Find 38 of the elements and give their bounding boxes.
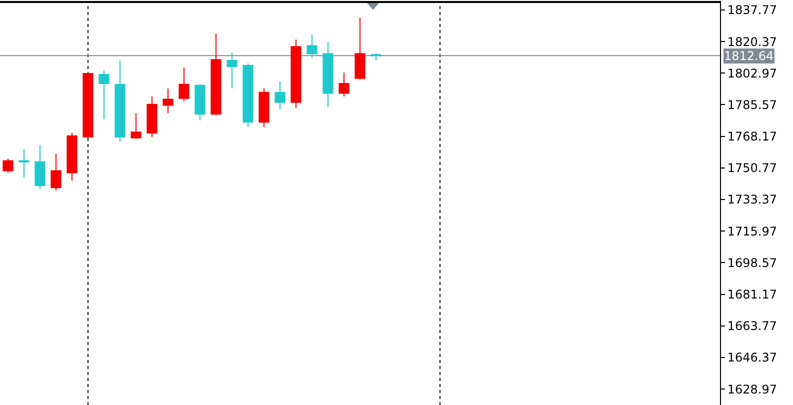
y-tick-label: 1820.37 — [727, 34, 778, 49]
candlestick — [66, 132, 78, 182]
candlestick — [2, 158, 14, 174]
y-tick-label: 1768.17 — [727, 130, 778, 144]
y-tick-label: 1646.37 — [727, 350, 778, 365]
candlestick — [82, 72, 94, 138]
y-tick-label: 1715.97 — [727, 224, 778, 238]
candlestick — [370, 53, 382, 62]
candlestick — [50, 153, 62, 192]
y-tick-label: 1733.37 — [727, 192, 778, 207]
ref-line-label: 1812.64 — [724, 49, 774, 63]
candlestick — [114, 60, 126, 142]
candlestick — [34, 144, 46, 190]
candlestick — [18, 148, 30, 178]
candlestick — [194, 84, 206, 121]
candlestick — [322, 41, 334, 108]
candlestick — [274, 80, 286, 110]
candlestick — [338, 72, 350, 97]
y-tick-label: 1802.97 — [727, 66, 778, 80]
candlestick — [242, 62, 254, 128]
y-tick-label: 1698.57 — [727, 256, 778, 270]
candlestick — [306, 34, 318, 58]
y-tick-label: 1663.77 — [727, 319, 778, 334]
candlestick — [162, 88, 174, 114]
y-tick-label: 1628.97 — [727, 382, 778, 396]
candlestick — [290, 39, 302, 109]
candlestick — [178, 66, 190, 102]
candlestick — [130, 112, 142, 140]
candlestick — [210, 33, 222, 116]
y-tick-label: 1681.17 — [727, 288, 778, 302]
y-tick-label: 1750.77 — [727, 161, 778, 176]
y-tick-label: 1837.77 — [727, 3, 778, 18]
candlestick — [226, 52, 238, 89]
y-tick-label: 1785.57 — [727, 98, 778, 112]
candlestick — [146, 96, 158, 138]
candlestick — [258, 88, 270, 128]
candlestick — [354, 17, 366, 80]
candlestick — [98, 70, 110, 120]
